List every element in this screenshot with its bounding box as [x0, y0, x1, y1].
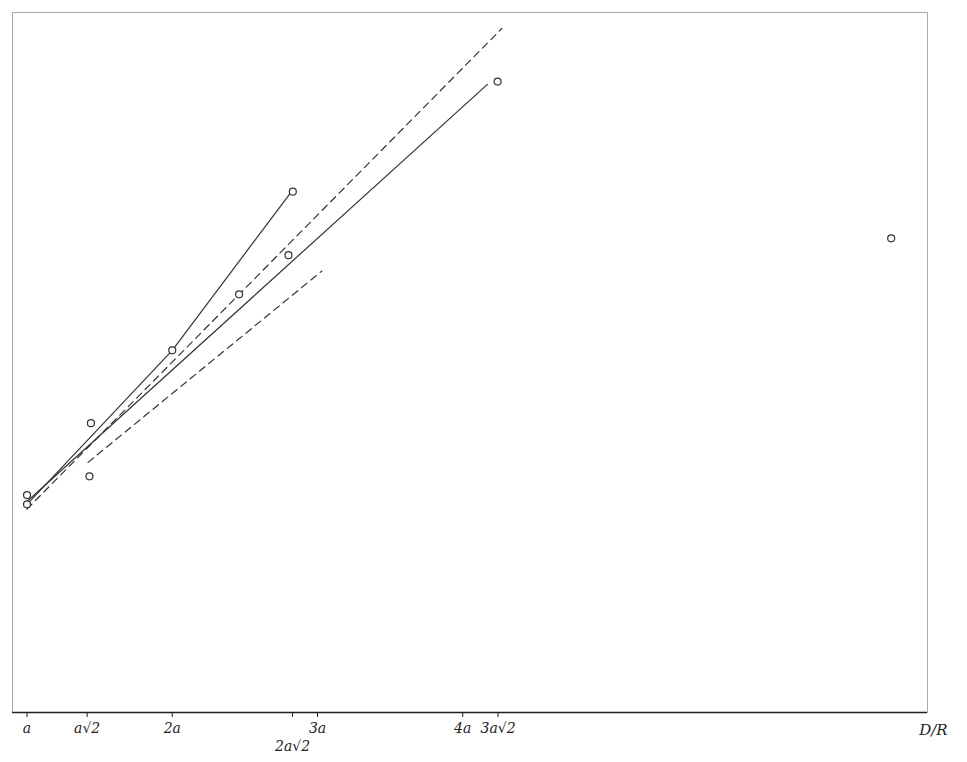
svg-text:3a: 3a [309, 720, 326, 736]
svg-text:2a√2: 2a√2 [274, 738, 310, 754]
svg-text:a: a [23, 720, 31, 736]
svg-text:D/R: D/R [918, 721, 947, 739]
svg-text:a√2: a√2 [74, 720, 100, 736]
svg-text:2a: 2a [163, 720, 181, 736]
svg-text:3a√2: 3a√2 [480, 720, 515, 736]
svg-text:4a: 4a [453, 720, 471, 736]
